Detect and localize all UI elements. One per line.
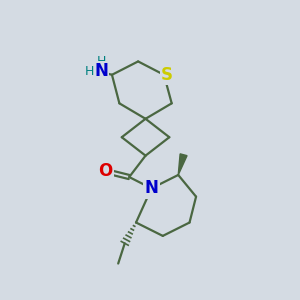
Text: H: H xyxy=(85,65,94,78)
Text: N: N xyxy=(145,179,158,197)
Text: O: O xyxy=(98,162,112,180)
Polygon shape xyxy=(178,154,187,175)
Text: S: S xyxy=(161,66,173,84)
Text: N: N xyxy=(94,62,108,80)
Text: H: H xyxy=(96,55,106,68)
